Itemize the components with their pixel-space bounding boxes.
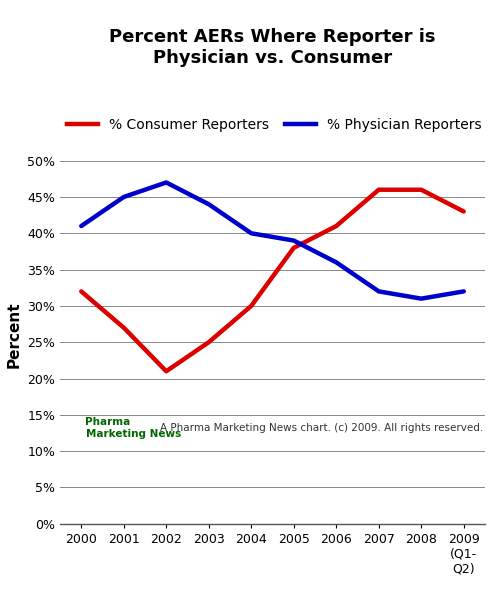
Text: Pharma
Marketing News: Pharma Marketing News bbox=[86, 417, 181, 438]
Y-axis label: Percent: Percent bbox=[6, 301, 22, 368]
Text: A Pharma Marketing News chart. (c) 2009. All rights reserved.: A Pharma Marketing News chart. (c) 2009.… bbox=[160, 423, 483, 433]
Title: Percent AERs Where Reporter is
Physician vs. Consumer: Percent AERs Where Reporter is Physician… bbox=[109, 28, 436, 67]
Legend: % Consumer Reporters, % Physician Reporters: % Consumer Reporters, % Physician Report… bbox=[67, 118, 482, 132]
